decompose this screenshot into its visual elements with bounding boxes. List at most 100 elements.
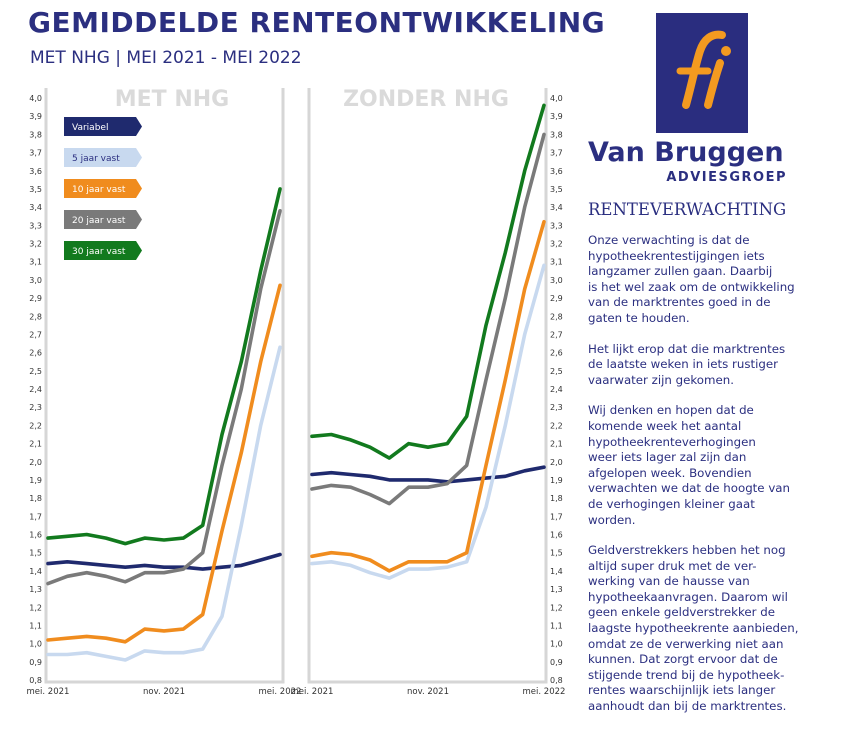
series-line <box>310 132 546 506</box>
y-tick-label: 1,5 <box>550 549 563 558</box>
logo-mark-icon <box>676 30 731 109</box>
y-tick-label: 3,4 <box>550 203 563 212</box>
y-tick-label: 3,9 <box>550 112 563 121</box>
y-tick-label: 3,3 <box>550 221 563 230</box>
y-tick-label: 3,5 <box>29 185 42 194</box>
panel-title-bg <box>356 84 496 110</box>
y-tick-label: 2,7 <box>550 330 563 339</box>
y-tick-label: 1,8 <box>29 494 42 503</box>
y-tick-label: 1,1 <box>550 621 563 630</box>
y-tick-label: 3,3 <box>29 221 42 230</box>
y-tick-label: 4,0 <box>29 94 42 103</box>
y-tick-label: 3,2 <box>550 240 563 249</box>
y-tick-label: 1,5 <box>29 549 42 558</box>
x-tick-label: nov. 2021 <box>407 687 449 697</box>
y-tick-label: 1,4 <box>550 567 563 576</box>
y-tick-label: 3,7 <box>550 149 563 158</box>
panel-title: ZONDER NHG <box>343 87 509 112</box>
y-tick-label: 1,2 <box>29 603 42 612</box>
y-tick-label: 1,6 <box>29 531 42 540</box>
y-tick-label: 2,3 <box>29 403 42 412</box>
x-tick-label: nov. 2021 <box>143 687 185 697</box>
y-tick-label: 1,7 <box>550 512 563 521</box>
y-tick-label: 0,8 <box>29 676 42 685</box>
series-line <box>310 263 546 580</box>
y-tick-label: 1,4 <box>29 567 42 576</box>
sidebar-paragraph: Het lijkt erop dat die marktrentes de la… <box>588 341 786 387</box>
y-tick-label: 2,7 <box>29 330 42 339</box>
x-tick-label: mei. 2021 <box>291 687 334 697</box>
y-tick-label: 0,9 <box>29 658 42 667</box>
y-tick-label: 1,0 <box>550 640 563 649</box>
legend-tag <box>64 179 142 198</box>
sidebar-paragraph: Onze verwachting is dat de hypotheekrent… <box>588 233 795 325</box>
y-tick-label: 3,8 <box>29 130 42 139</box>
brand-logo <box>656 13 748 133</box>
panel-frame <box>307 88 548 684</box>
y-tick-label: 0,8 <box>550 676 563 685</box>
series-line <box>46 187 282 546</box>
legend-tag <box>64 148 142 167</box>
sidebar-heading: RENTEVERWACHTING <box>588 200 787 219</box>
sidebar-paragraph: Wij denken en hopen dat de komende week … <box>588 403 791 527</box>
legend-label: 5 jaar vast <box>72 154 120 164</box>
legend-label: 10 jaar vast <box>72 185 126 195</box>
sidebar-text: Onze verwachting is dat de hypotheekrent… <box>588 233 810 730</box>
legend-label: 20 jaar vast <box>72 216 126 226</box>
y-tick-label: 2,5 <box>550 367 563 376</box>
y-tick-label: 3,7 <box>29 149 42 158</box>
y-tick-label: 2,1 <box>550 440 563 449</box>
y-tick-label: 3,6 <box>550 167 563 176</box>
y-tick-label: 3,0 <box>29 276 42 285</box>
brand-name: Van Bruggen <box>588 137 784 168</box>
legend-label: Variabel <box>72 123 108 133</box>
series-line <box>46 209 282 586</box>
y-tick-label: 1,2 <box>550 603 563 612</box>
y-tick-label: 2,9 <box>550 294 563 303</box>
series-line <box>46 283 282 644</box>
y-tick-label: 3,4 <box>29 203 42 212</box>
y-tick-label: 1,9 <box>550 476 563 485</box>
y-tick-label: 1,8 <box>550 494 563 503</box>
y-tick-label: 0,9 <box>550 658 563 667</box>
y-tick-label: 2,8 <box>550 312 563 321</box>
y-tick-label: 1,7 <box>29 512 42 521</box>
y-tick-label: 2,0 <box>550 458 563 467</box>
y-tick-label: 1,0 <box>29 640 42 649</box>
y-tick-label: 1,1 <box>29 621 42 630</box>
y-tick-label: 1,6 <box>550 531 563 540</box>
y-tick-label: 2,6 <box>550 349 563 358</box>
y-tick-label: 2,4 <box>550 385 563 394</box>
series-line <box>46 552 282 571</box>
series-line <box>310 103 546 460</box>
y-tick-label: 1,3 <box>550 585 563 594</box>
y-tick-label: 2,5 <box>29 367 42 376</box>
panel-title: MET NHG <box>115 87 229 112</box>
y-tick-label: 1,9 <box>29 476 42 485</box>
brand-subname: ADVIESGROEP <box>666 170 787 185</box>
page-title: GEMIDDELDE RENTEONTWIKKELING <box>28 6 606 39</box>
y-tick-label: 3,2 <box>29 240 42 249</box>
y-tick-label: 2,1 <box>29 440 42 449</box>
sidebar-paragraph: Geldverstrekkers hebben het nog altijd s… <box>588 543 799 714</box>
legend-label: 30 jaar vast <box>72 247 126 257</box>
charts-area: 0,8 0,9 1,0 1,1 1,2 1,3 1,4 1,5 1,6 1,7 1,8 1,9 2,0 2… <box>26 84 566 697</box>
y-tick-label: 1,3 <box>29 585 42 594</box>
y-tick-label: 4,0 <box>550 94 563 103</box>
x-tick-label: mei. 2021 <box>27 687 70 697</box>
x-tick-label: mei. 2022 <box>259 687 302 697</box>
y-tick-label: 2,9 <box>29 294 42 303</box>
y-tick-label: 2,2 <box>550 421 563 430</box>
legend-tag <box>64 210 142 229</box>
panel-frame <box>44 88 285 684</box>
series-line <box>310 219 546 573</box>
y-tick-label: 3,6 <box>29 167 42 176</box>
y-tick-label: 2,6 <box>29 349 42 358</box>
y-tick-label: 2,8 <box>29 312 42 321</box>
y-tick-label: 2,2 <box>29 421 42 430</box>
page-subtitle: MET NHG | MEI 2021 - MEI 2022 <box>30 48 302 68</box>
y-tick-label: 3,1 <box>550 258 563 267</box>
y-tick-label: 3,5 <box>550 185 563 194</box>
legend-tag <box>64 241 142 260</box>
legend-tag <box>64 117 142 136</box>
